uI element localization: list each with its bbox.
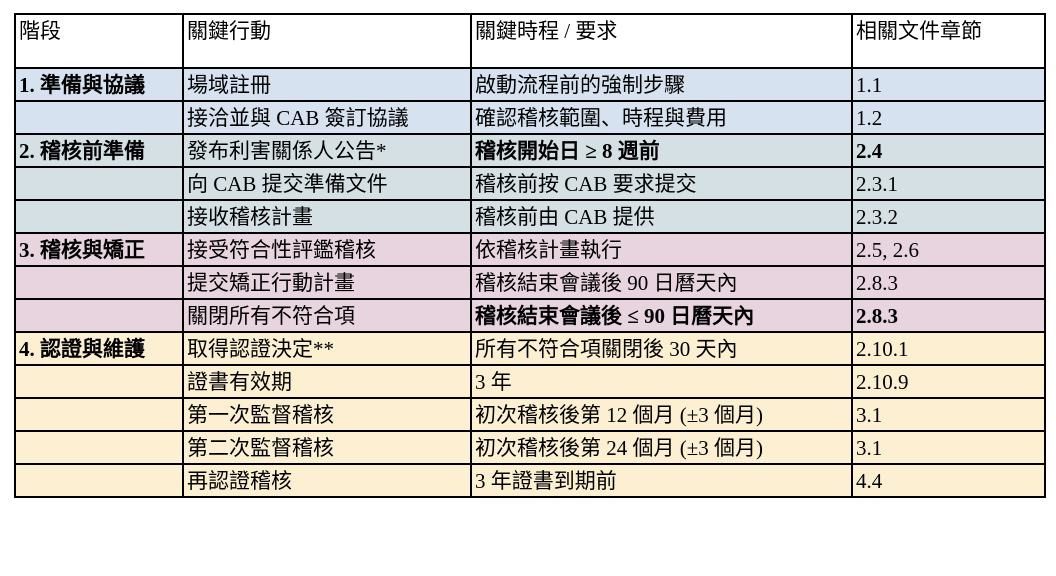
action-cell: 接收稽核計畫	[182, 199, 472, 234]
table-row: 3. 稽核與矯正 接受符合性評鑑稽核 依稽核計畫執行 2.5, 2.6	[14, 232, 1046, 267]
section-cell: 2.10.9	[851, 364, 1046, 399]
section-cell: 2.8.3	[851, 265, 1046, 300]
timing-cell: 稽核結束會議後 90 日曆天內	[470, 265, 853, 300]
phase-cell	[14, 166, 184, 201]
action-cell: 發布利害關係人公告*	[182, 133, 472, 168]
table-row: 2. 稽核前準備 發布利害關係人公告* 稽核開始日 ≥ 8 週前 2.4	[14, 133, 1046, 168]
action-cell: 接受符合性評鑑稽核	[182, 232, 472, 267]
section-cell: 2.5, 2.6	[851, 232, 1046, 267]
table-row: 向 CAB 提交準備文件 稽核前按 CAB 要求提交 2.3.1	[14, 166, 1046, 201]
section-cell: 1.2	[851, 100, 1046, 135]
timing-cell: 初次稽核後第 24 個月 (±3 個月)	[470, 430, 853, 465]
section-cell: 2.3.2	[851, 199, 1046, 234]
timing-cell: 稽核開始日 ≥ 8 週前	[470, 133, 853, 168]
header-timing-requirement: 關鍵時程 / 要求	[470, 13, 853, 69]
timing-cell: 稽核前由 CAB 提供	[470, 199, 853, 234]
action-cell: 接洽並與 CAB 簽訂協議	[182, 100, 472, 135]
table-row: 接收稽核計畫 稽核前由 CAB 提供 2.3.2	[14, 199, 1046, 234]
section-cell: 2.10.1	[851, 331, 1046, 366]
phase-cell: 1. 準備與協議	[14, 67, 184, 102]
table-row: 關閉所有不符合項 稽核結束會議後 ≤ 90 日曆天內 2.8.3	[14, 298, 1046, 333]
phase-cell	[14, 100, 184, 135]
action-cell: 證書有效期	[182, 364, 472, 399]
table-header-row: 階段 關鍵行動 關鍵時程 / 要求 相關文件章節	[14, 13, 1046, 69]
table-row: 證書有效期 3 年 2.10.9	[14, 364, 1046, 399]
phase-cell	[14, 298, 184, 333]
action-cell: 向 CAB 提交準備文件	[182, 166, 472, 201]
action-cell: 關閉所有不符合項	[182, 298, 472, 333]
timing-cell: 3 年	[470, 364, 853, 399]
table-row: 第二次監督稽核 初次稽核後第 24 個月 (±3 個月) 3.1	[14, 430, 1046, 465]
action-cell: 場域註冊	[182, 67, 472, 102]
phase-cell	[14, 430, 184, 465]
phase-cell: 3. 稽核與矯正	[14, 232, 184, 267]
timing-cell: 3 年證書到期前	[470, 463, 853, 498]
action-cell: 再認證稽核	[182, 463, 472, 498]
timing-cell: 啟動流程前的強制步驟	[470, 67, 853, 102]
section-cell: 1.1	[851, 67, 1046, 102]
phase-cell	[14, 364, 184, 399]
action-cell: 提交矯正行動計畫	[182, 265, 472, 300]
section-cell: 3.1	[851, 430, 1046, 465]
table-row: 4. 認證與維護 取得認證決定** 所有不符合項關閉後 30 天內 2.10.1	[14, 331, 1046, 366]
header-phase: 階段	[14, 13, 184, 69]
header-document-section: 相關文件章節	[851, 13, 1046, 69]
phase-cell	[14, 397, 184, 432]
action-cell: 第一次監督稽核	[182, 397, 472, 432]
table-row: 第一次監督稽核 初次稽核後第 12 個月 (±3 個月) 3.1	[14, 397, 1046, 432]
section-cell: 2.8.3	[851, 298, 1046, 333]
phase-cell	[14, 199, 184, 234]
section-cell: 2.3.1	[851, 166, 1046, 201]
phase-cell	[14, 265, 184, 300]
table-row: 再認證稽核 3 年證書到期前 4.4	[14, 463, 1046, 498]
table-row: 提交矯正行動計畫 稽核結束會議後 90 日曆天內 2.8.3	[14, 265, 1046, 300]
header-key-action: 關鍵行動	[182, 13, 472, 69]
section-cell: 3.1	[851, 397, 1046, 432]
timing-cell: 依稽核計畫執行	[470, 232, 853, 267]
table-row: 接洽並與 CAB 簽訂協議 確認稽核範圍、時程與費用 1.2	[14, 100, 1046, 135]
section-cell: 4.4	[851, 463, 1046, 498]
phase-cell: 4. 認證與維護	[14, 331, 184, 366]
timing-cell: 所有不符合項關閉後 30 天內	[470, 331, 853, 366]
phase-cell: 2. 稽核前準備	[14, 133, 184, 168]
timing-cell: 稽核前按 CAB 要求提交	[470, 166, 853, 201]
table-row: 1. 準備與協議 場域註冊 啟動流程前的強制步驟 1.1	[14, 67, 1046, 102]
action-cell: 第二次監督稽核	[182, 430, 472, 465]
timing-cell: 稽核結束會議後 ≤ 90 日曆天內	[470, 298, 853, 333]
section-cell: 2.4	[851, 133, 1046, 168]
timing-cell: 確認稽核範圍、時程與費用	[470, 100, 853, 135]
timing-cell: 初次稽核後第 12 個月 (±3 個月)	[470, 397, 853, 432]
phase-cell	[14, 463, 184, 498]
certification-process-table: 階段 關鍵行動 關鍵時程 / 要求 相關文件章節 1. 準備與協議 場域註冊 啟動流…	[14, 13, 1046, 498]
action-cell: 取得認證決定**	[182, 331, 472, 366]
